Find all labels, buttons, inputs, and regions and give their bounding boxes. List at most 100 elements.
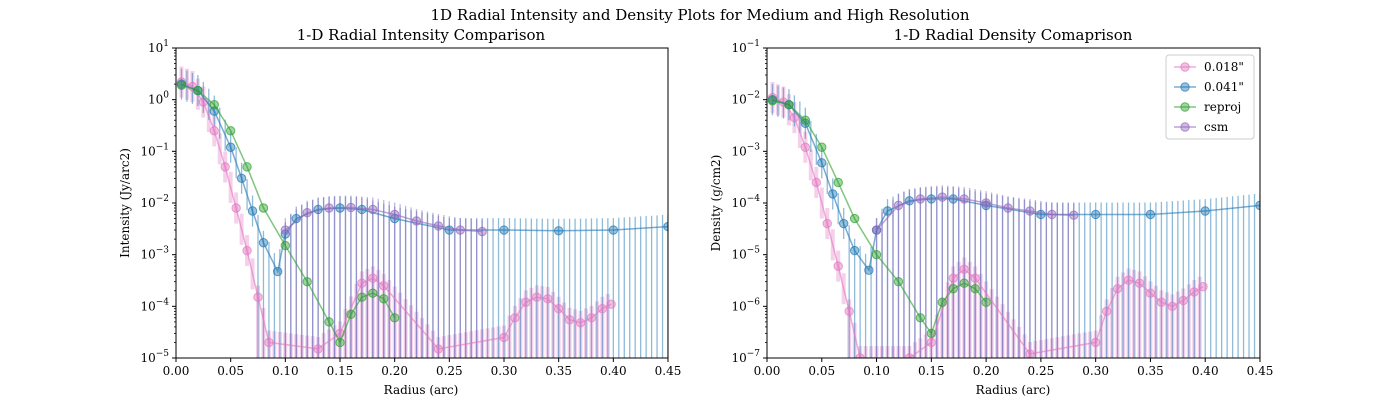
right-data-point <box>833 261 843 271</box>
right-x-tick-label: 0.10 <box>863 364 890 378</box>
left-x-tick-label: 0.30 <box>491 364 518 378</box>
right-series-line-3 <box>876 196 1074 231</box>
right-data-point <box>871 249 882 260</box>
left-x-tick-label: 0.35 <box>545 364 572 378</box>
left-data-point <box>335 337 345 348</box>
right-data-point <box>828 189 838 199</box>
left-data-point <box>553 226 564 236</box>
right-data-point <box>864 265 874 275</box>
left-data-point <box>411 216 422 226</box>
left-y-tick-label: 10−1 <box>140 142 169 158</box>
right-data-point <box>811 177 821 188</box>
left-data-point <box>389 313 400 323</box>
right-x-tick-label: 0.30 <box>1082 364 1109 378</box>
right-y-tick-label: 10−6 <box>731 297 760 313</box>
right-data-point <box>1090 337 1101 348</box>
left-x-axis-label: Radius (arc) <box>384 383 459 397</box>
left-x-tick-label: 0.40 <box>600 364 627 378</box>
right-data-point <box>915 194 926 204</box>
left-data-point <box>564 315 575 325</box>
right-legend-label: reproj <box>1204 100 1241 114</box>
right-plot-area: 0.00 0.05 0.10 0.15 0.20 0.25 0.30 0.35 0.40 0.45… <box>731 39 1273 378</box>
right-y-tick-label: 10−4 <box>731 194 760 210</box>
left-data-point <box>346 309 356 320</box>
right-data-point <box>789 112 800 123</box>
left-data-point <box>433 221 444 231</box>
left-data-point <box>477 226 487 237</box>
right-data-point <box>1198 281 1208 292</box>
right-legend-marker <box>1180 62 1190 72</box>
left-data-point <box>379 281 389 291</box>
left-data-point <box>313 344 323 354</box>
right-data-point <box>1200 206 1210 216</box>
left-data-point <box>499 225 509 235</box>
right-data-point <box>844 306 854 317</box>
right-data-point <box>1036 209 1046 220</box>
right-data-point <box>784 99 794 110</box>
right-x-tick-label: 0.35 <box>1137 364 1164 378</box>
left-y-axis-label: Intensity (Jy/arc2) <box>118 148 132 258</box>
left-data-point <box>433 344 444 354</box>
left-data-point <box>225 126 236 136</box>
left-data-point <box>176 77 187 87</box>
left-data-point <box>346 202 356 213</box>
right-data-layer <box>767 81 1260 358</box>
left-data-point <box>258 203 269 213</box>
left-data-point <box>225 142 236 152</box>
right-legend <box>1165 54 1255 140</box>
left-plot-area: 0.00 0.05 0.10 0.15 0.20 0.25 0.30 0.35 0.40 0.45… <box>140 39 681 378</box>
right-data-point <box>817 158 827 168</box>
left-data-point <box>499 332 509 343</box>
left-data-point <box>302 207 312 218</box>
right-data-point <box>937 192 947 202</box>
right-data-point <box>882 206 893 216</box>
right-series-line-0 <box>772 96 1204 358</box>
left-data-point <box>389 209 400 220</box>
right-legend-marker <box>1180 82 1190 92</box>
left-y-tick-label: 10−4 <box>140 297 169 313</box>
left-x-tick-label: 0.05 <box>217 364 244 378</box>
right-data-point <box>926 337 937 348</box>
right-data-point <box>959 278 969 288</box>
left-data-point <box>357 292 367 302</box>
right-data-point <box>838 218 849 229</box>
right-data-point <box>959 264 969 275</box>
right-data-point <box>970 273 980 283</box>
left-data-point <box>236 173 247 184</box>
left-data-point <box>368 273 378 283</box>
right-data-point <box>1112 283 1123 294</box>
right-data-point <box>1123 275 1134 285</box>
left-data-point <box>510 313 520 323</box>
left-data-point <box>575 318 586 328</box>
left-data-point <box>324 317 334 327</box>
left-data-point <box>280 225 291 235</box>
right-legend-label: 0.018" <box>1204 60 1244 74</box>
right-legend-marker <box>1180 122 1190 132</box>
left-y-tick-label: 10−5 <box>140 349 169 365</box>
right-data-point <box>1145 288 1156 298</box>
left-data-point <box>302 276 312 287</box>
left-x-tick-label: 0.20 <box>381 364 408 378</box>
right-x-tick-label: 0.40 <box>1192 364 1219 378</box>
right-data-point <box>800 115 811 125</box>
right-y-tick-label: 10−5 <box>731 246 760 262</box>
left-y-tick-label: 100 <box>148 91 169 107</box>
right-y-axis-label: Density (g/cm2) <box>709 155 723 252</box>
right-y-tick-label: 10−7 <box>731 349 760 365</box>
figure-suptitle: 1D Radial Intensity and Density Plots fo… <box>430 6 969 24</box>
right-data-point <box>893 276 904 287</box>
left-data-point <box>258 238 269 248</box>
left-data-point <box>379 294 389 304</box>
right-data-point <box>1178 295 1189 306</box>
left-data-point <box>543 294 553 304</box>
left-chart-title: 1-D Radial Intensity Comparison <box>297 26 546 44</box>
left-data-point <box>193 85 203 96</box>
right-data-point <box>1025 206 1035 216</box>
right-chart-title: 1-D Radial Density Comaprison <box>894 26 1133 44</box>
right-legend-marker <box>1180 102 1190 112</box>
right-data-point <box>970 283 980 294</box>
right-data-point <box>981 198 991 208</box>
left-series-line-3 <box>284 206 483 233</box>
right-data-point <box>871 225 882 235</box>
left-data-point <box>521 297 531 307</box>
